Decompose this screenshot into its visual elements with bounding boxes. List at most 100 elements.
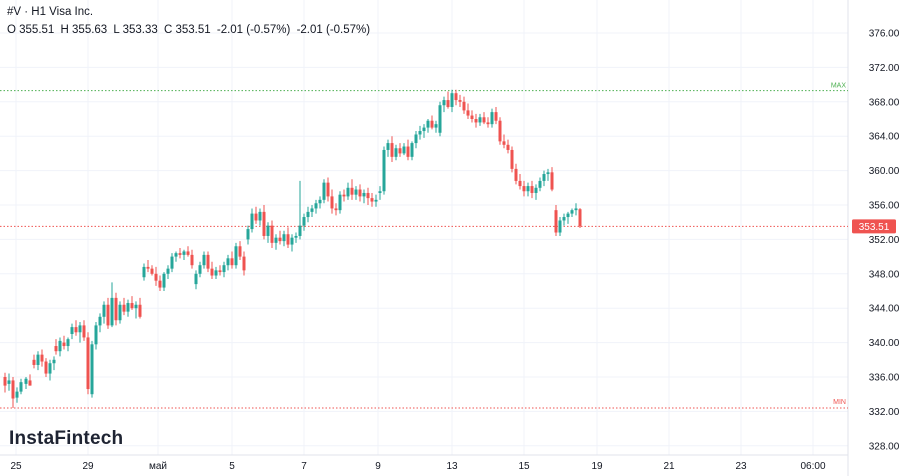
time-axis[interactable]: 25 29 май 5 7 9 13 15 19 21 23 06:00 (10, 461, 826, 472)
price-axis[interactable]: 376.00 372.00 368.00 364.00 360.00 356.00 352.… (869, 29, 900, 453)
candle-up (170, 253, 174, 273)
candle-up (202, 251, 206, 269)
candle-body (426, 120, 430, 128)
candle-body (44, 361, 48, 374)
candle-body (382, 149, 386, 192)
candle-up (110, 282, 114, 328)
candle-down (242, 251, 246, 276)
candle-body (262, 211, 266, 236)
candle-up (414, 131, 418, 149)
candle-down (462, 96, 466, 114)
chart-grid (0, 0, 848, 455)
candle-body (222, 265, 226, 273)
candle-body (314, 203, 318, 209)
candle-body (370, 198, 374, 202)
candle-down (32, 354, 36, 369)
candle-body (58, 340, 62, 352)
candle-body (298, 225, 302, 236)
candle-body (62, 342, 66, 347)
candle-down (82, 320, 86, 341)
candle-body (54, 346, 58, 352)
candle-body (218, 270, 222, 273)
candle-down (510, 146, 514, 173)
candle-body (98, 316, 102, 326)
candle-down (114, 292, 118, 326)
candle-body (138, 304, 142, 317)
candle-up (426, 119, 430, 133)
instafintech-logo: InstaFintech (9, 428, 124, 449)
price-tick-label: 348.00 (869, 269, 900, 280)
candle-up (134, 301, 138, 319)
candle-down (430, 115, 434, 130)
candle-body (534, 187, 538, 193)
symbol-title: #V · H1 Visa Inc. (7, 6, 94, 18)
candle-up (294, 232, 298, 243)
candle-down (578, 208, 582, 228)
candle-body (538, 180, 542, 188)
candle-up (274, 234, 278, 250)
candle-up (214, 266, 218, 279)
candle-body (458, 100, 462, 102)
candle-down (158, 275, 162, 291)
candle-body (274, 237, 278, 243)
candle-up (394, 144, 398, 161)
candle-body (318, 199, 322, 204)
candle-body (186, 251, 190, 255)
candle-up (222, 261, 226, 278)
candle-body (434, 124, 438, 128)
candle-down (28, 374, 32, 386)
ohlc-readout: O 355.51 H 355.63 L 353.33 C 353.51 -2.0… (7, 24, 373, 36)
candle-body (66, 339, 70, 347)
candle-body (150, 268, 154, 274)
candle-up (438, 101, 442, 137)
candle-down (446, 91, 450, 109)
candle-down (11, 377, 15, 408)
candle-body (214, 270, 218, 276)
candle-body (566, 213, 570, 218)
candle-body (82, 325, 86, 338)
candle-down (334, 203, 338, 216)
candle-down (186, 246, 190, 257)
candle-body (102, 304, 106, 317)
candle-body (3, 377, 7, 386)
candle-body (278, 237, 282, 242)
candle-down (330, 189, 334, 214)
candle-up (94, 321, 98, 350)
last-price-value: 353.51 (859, 222, 890, 233)
candle-up (98, 313, 102, 333)
candle-body (11, 380, 15, 399)
candle-down (506, 139, 510, 154)
candle-body (350, 187, 354, 195)
candle-down (3, 372, 7, 393)
candle-up (374, 194, 378, 207)
ohlc-low: L 353.33 (113, 24, 158, 36)
candle-body (250, 213, 254, 230)
candle-down (286, 227, 290, 248)
price-tick-label: 332.00 (869, 407, 900, 418)
candle-down (178, 248, 182, 259)
candle-body (478, 117, 482, 123)
candle-body (230, 258, 234, 266)
time-tick-label: 7 (301, 461, 307, 472)
candle-up (318, 196, 322, 209)
candle-up (78, 321, 82, 343)
candle-body (118, 304, 122, 321)
candle-down (366, 187, 370, 205)
candle-body (454, 93, 458, 101)
candle-up (24, 377, 28, 390)
candle-body (510, 149, 514, 169)
candle-body (226, 258, 230, 266)
candle-body (330, 196, 334, 209)
candle-body (338, 194, 342, 211)
ohlc-open: O 355.51 (7, 24, 55, 36)
candle-body (254, 213, 258, 221)
price-tick-label: 360.00 (869, 166, 900, 177)
candle-down (150, 265, 154, 276)
candle-down (54, 339, 58, 355)
candle-up (166, 265, 170, 279)
candle-down (190, 249, 194, 269)
candle-up (306, 206, 310, 223)
candle-down (522, 180, 526, 197)
candle-down (270, 220, 274, 248)
